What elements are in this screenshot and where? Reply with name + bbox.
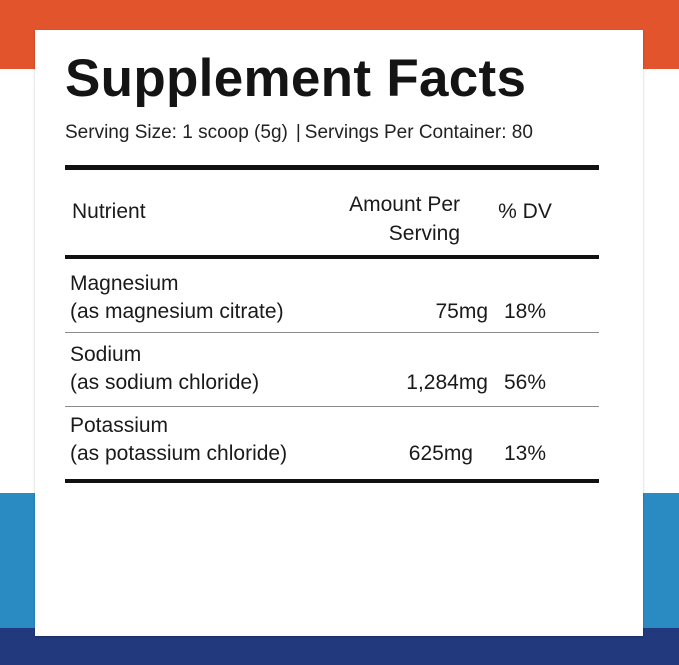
nutrient-amount: 75mg	[435, 300, 488, 323]
row-divider	[65, 406, 599, 407]
header-amount-line1: Amount Per	[349, 193, 460, 216]
row-divider	[65, 332, 599, 333]
header-amount-per-serving: Amount Per Serving	[295, 190, 460, 248]
nutrient-source: (as potassium chloride)	[70, 442, 288, 465]
nutrient-dv: 56%	[503, 371, 547, 394]
nutrient-name-cell: Sodium (as sodium chloride)	[70, 341, 259, 397]
nutrient-name: Potassium	[70, 414, 169, 437]
header-daily-value: % DV	[498, 200, 552, 223]
nutrient-amount: 625mg	[408, 442, 473, 465]
bottom-thick-rule	[65, 479, 599, 483]
nutrient-source: (as sodium chloride)	[70, 371, 260, 394]
panel-title: Supplement Facts	[65, 49, 527, 108]
nutrient-name-cell: Magnesium (as magnesium citrate)	[70, 270, 284, 326]
servings-per-container: Servings Per Container: 80	[304, 122, 533, 143]
table-row: Sodium (as sodium chloride) 1,284mg 56%	[65, 341, 599, 414]
table-row: Magnesium (as magnesium citrate) 75mg 18…	[65, 270, 599, 343]
header-amount-line2: Serving	[388, 222, 460, 245]
serving-size: Serving Size: 1 scoop (5g)	[65, 122, 288, 143]
nutrient-amount: 1,284mg	[406, 371, 488, 394]
nutrient-name: Sodium	[70, 343, 142, 366]
nutrient-name: Magnesium	[70, 272, 179, 295]
nutrient-dv: 13%	[503, 442, 547, 465]
header-nutrient: Nutrient	[72, 200, 146, 223]
supplement-facts-panel: Supplement Facts Serving Size: 1 scoop (…	[35, 30, 643, 636]
header-bottom-rule	[65, 255, 599, 259]
table-row: Potassium (as potassium chloride) 625mg …	[65, 412, 599, 485]
serving-info: Serving Size: 1 scoop (5g) | Servings Per …	[65, 122, 533, 144]
nutrient-dv: 18%	[503, 300, 547, 323]
nutrient-name-cell: Potassium (as potassium chloride)	[70, 412, 287, 468]
nutrient-source: (as magnesium citrate)	[70, 300, 284, 323]
serving-separator: |	[295, 122, 301, 143]
top-thick-rule	[65, 165, 599, 170]
